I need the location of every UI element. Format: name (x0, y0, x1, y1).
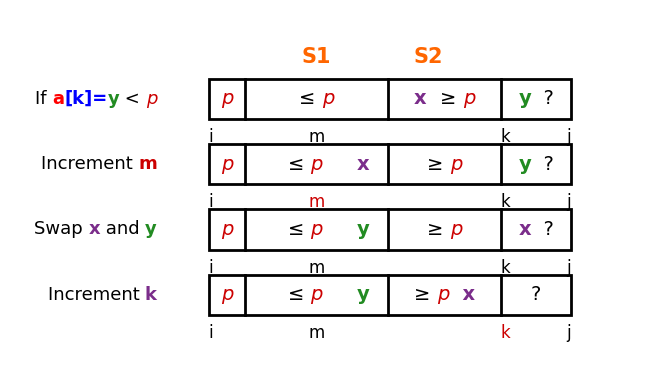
Text: m: m (309, 128, 325, 146)
Text: y: y (518, 89, 531, 108)
Text: p: p (450, 154, 462, 173)
Text: x: x (449, 285, 475, 305)
Text: j: j (567, 259, 571, 277)
Text: [k]=: [k]= (64, 90, 107, 108)
Text: p: p (221, 89, 233, 108)
Text: p: p (450, 220, 462, 239)
Text: S1: S1 (302, 47, 331, 67)
Text: p: p (322, 89, 334, 108)
Text: a: a (52, 90, 64, 108)
Text: i: i (209, 259, 213, 277)
Text: x: x (414, 89, 440, 108)
Text: ≤: ≤ (287, 285, 310, 305)
Text: m: m (309, 324, 325, 342)
Text: Increment: Increment (48, 286, 145, 304)
Text: y: y (518, 154, 531, 173)
Text: ≥: ≥ (440, 89, 463, 108)
Text: ≤: ≤ (287, 154, 310, 173)
Text: y: y (145, 220, 157, 239)
Bar (209, 144, 571, 184)
Text: i: i (209, 193, 213, 211)
Text: p: p (221, 154, 233, 173)
Text: and: and (100, 220, 145, 239)
Text: j: j (567, 193, 571, 211)
Text: p: p (310, 154, 323, 173)
Text: ≥: ≥ (414, 285, 437, 305)
Text: If: If (35, 90, 52, 108)
Text: ≥: ≥ (427, 220, 450, 239)
Text: k: k (145, 286, 157, 304)
Text: m: m (309, 259, 325, 277)
Text: y: y (107, 90, 119, 108)
Text: ≤: ≤ (299, 89, 322, 108)
Text: ?: ? (531, 220, 554, 239)
Text: p: p (463, 89, 475, 108)
Text: x: x (357, 154, 369, 173)
Text: x: x (89, 220, 100, 239)
Text: i: i (209, 128, 213, 146)
Text: ?: ? (531, 154, 554, 173)
Text: m: m (309, 193, 325, 211)
Text: p: p (145, 90, 157, 108)
Text: k: k (501, 324, 510, 342)
Text: x: x (518, 220, 531, 239)
Bar (209, 275, 571, 315)
Text: y: y (356, 285, 369, 305)
Text: Swap: Swap (34, 220, 89, 239)
Text: ≥: ≥ (427, 154, 450, 173)
Text: ?: ? (531, 89, 554, 108)
Text: m: m (138, 155, 157, 173)
Text: i: i (209, 324, 213, 342)
Text: p: p (221, 220, 233, 239)
Bar (209, 79, 571, 119)
Text: p: p (221, 285, 233, 305)
Text: <: < (119, 90, 145, 108)
Text: p: p (310, 285, 323, 305)
Bar (209, 209, 571, 250)
Text: y: y (356, 220, 369, 239)
Text: j: j (567, 324, 571, 342)
Text: Increment: Increment (41, 155, 138, 173)
Text: p: p (437, 285, 449, 305)
Text: p: p (310, 220, 323, 239)
Text: k: k (501, 128, 510, 146)
Text: k: k (501, 259, 510, 277)
Text: j: j (567, 128, 571, 146)
Text: k: k (501, 193, 510, 211)
Text: S2: S2 (413, 47, 443, 67)
Text: ?: ? (531, 285, 541, 305)
Text: ≤: ≤ (287, 220, 310, 239)
